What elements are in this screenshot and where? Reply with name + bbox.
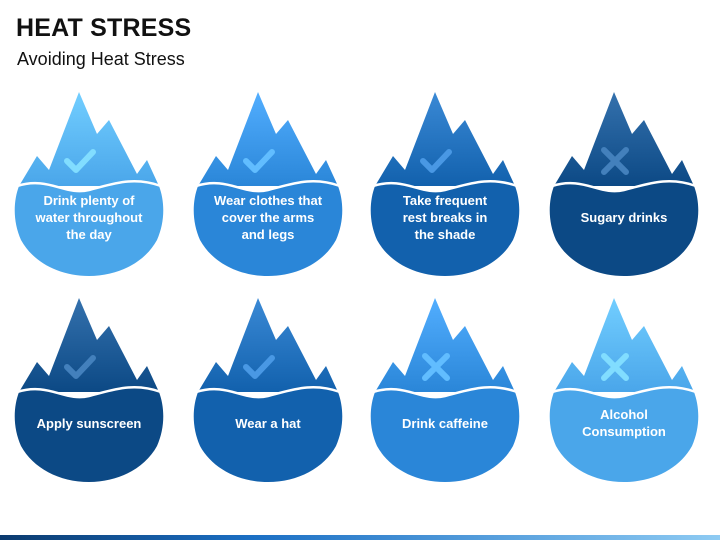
cross-icon bbox=[422, 353, 450, 381]
iceberg-drop-shape bbox=[370, 92, 520, 276]
bottom-accent-bar bbox=[0, 535, 720, 540]
tip-card: Alcohol Consumption bbox=[544, 296, 704, 486]
iceberg-drop-shape bbox=[14, 92, 164, 276]
iceberg-drop-shape bbox=[370, 298, 520, 482]
tip-label: Wear clothes that cover the arms and leg… bbox=[213, 193, 323, 242]
iceberg-drop-shape bbox=[549, 298, 699, 482]
cross-icon bbox=[601, 147, 629, 175]
tip-label: Drink plenty of water throughout the day bbox=[35, 193, 143, 242]
slide-title: HEAT STRESS bbox=[16, 14, 192, 42]
iceberg-drop-shape bbox=[549, 92, 699, 276]
iceberg-drop-shape bbox=[14, 298, 164, 482]
tip-label: Sugary drinks bbox=[580, 210, 668, 225]
tip-label: Take frequent rest breaks in the shade bbox=[402, 193, 488, 242]
tip-card: Wear clothes that cover the arms and leg… bbox=[188, 90, 348, 280]
tip-card: Take frequent rest breaks in the shade bbox=[365, 90, 525, 280]
tip-card: Wear a hat bbox=[188, 296, 348, 486]
tip-card: Drink plenty of water throughout the day bbox=[9, 90, 169, 280]
iceberg-drop-shape bbox=[193, 92, 343, 276]
check-icon bbox=[243, 355, 275, 379]
iceberg-drop-shape bbox=[193, 298, 343, 482]
tip-card: Apply sunscreen bbox=[9, 296, 169, 486]
tip-label: Wear a hat bbox=[235, 416, 301, 431]
check-icon bbox=[64, 355, 96, 379]
slide-subtitle: Avoiding Heat Stress bbox=[17, 49, 185, 69]
check-icon bbox=[243, 149, 275, 173]
tip-label: Drink caffeine bbox=[402, 416, 488, 431]
tip-label: Apply sunscreen bbox=[36, 416, 142, 431]
check-icon bbox=[420, 149, 452, 173]
check-icon bbox=[64, 149, 96, 173]
tip-card: Sugary drinks bbox=[544, 90, 704, 280]
tip-card: Drink caffeine bbox=[365, 296, 525, 486]
cross-icon bbox=[601, 353, 629, 381]
tip-label: Alcohol Consumption bbox=[582, 407, 666, 439]
